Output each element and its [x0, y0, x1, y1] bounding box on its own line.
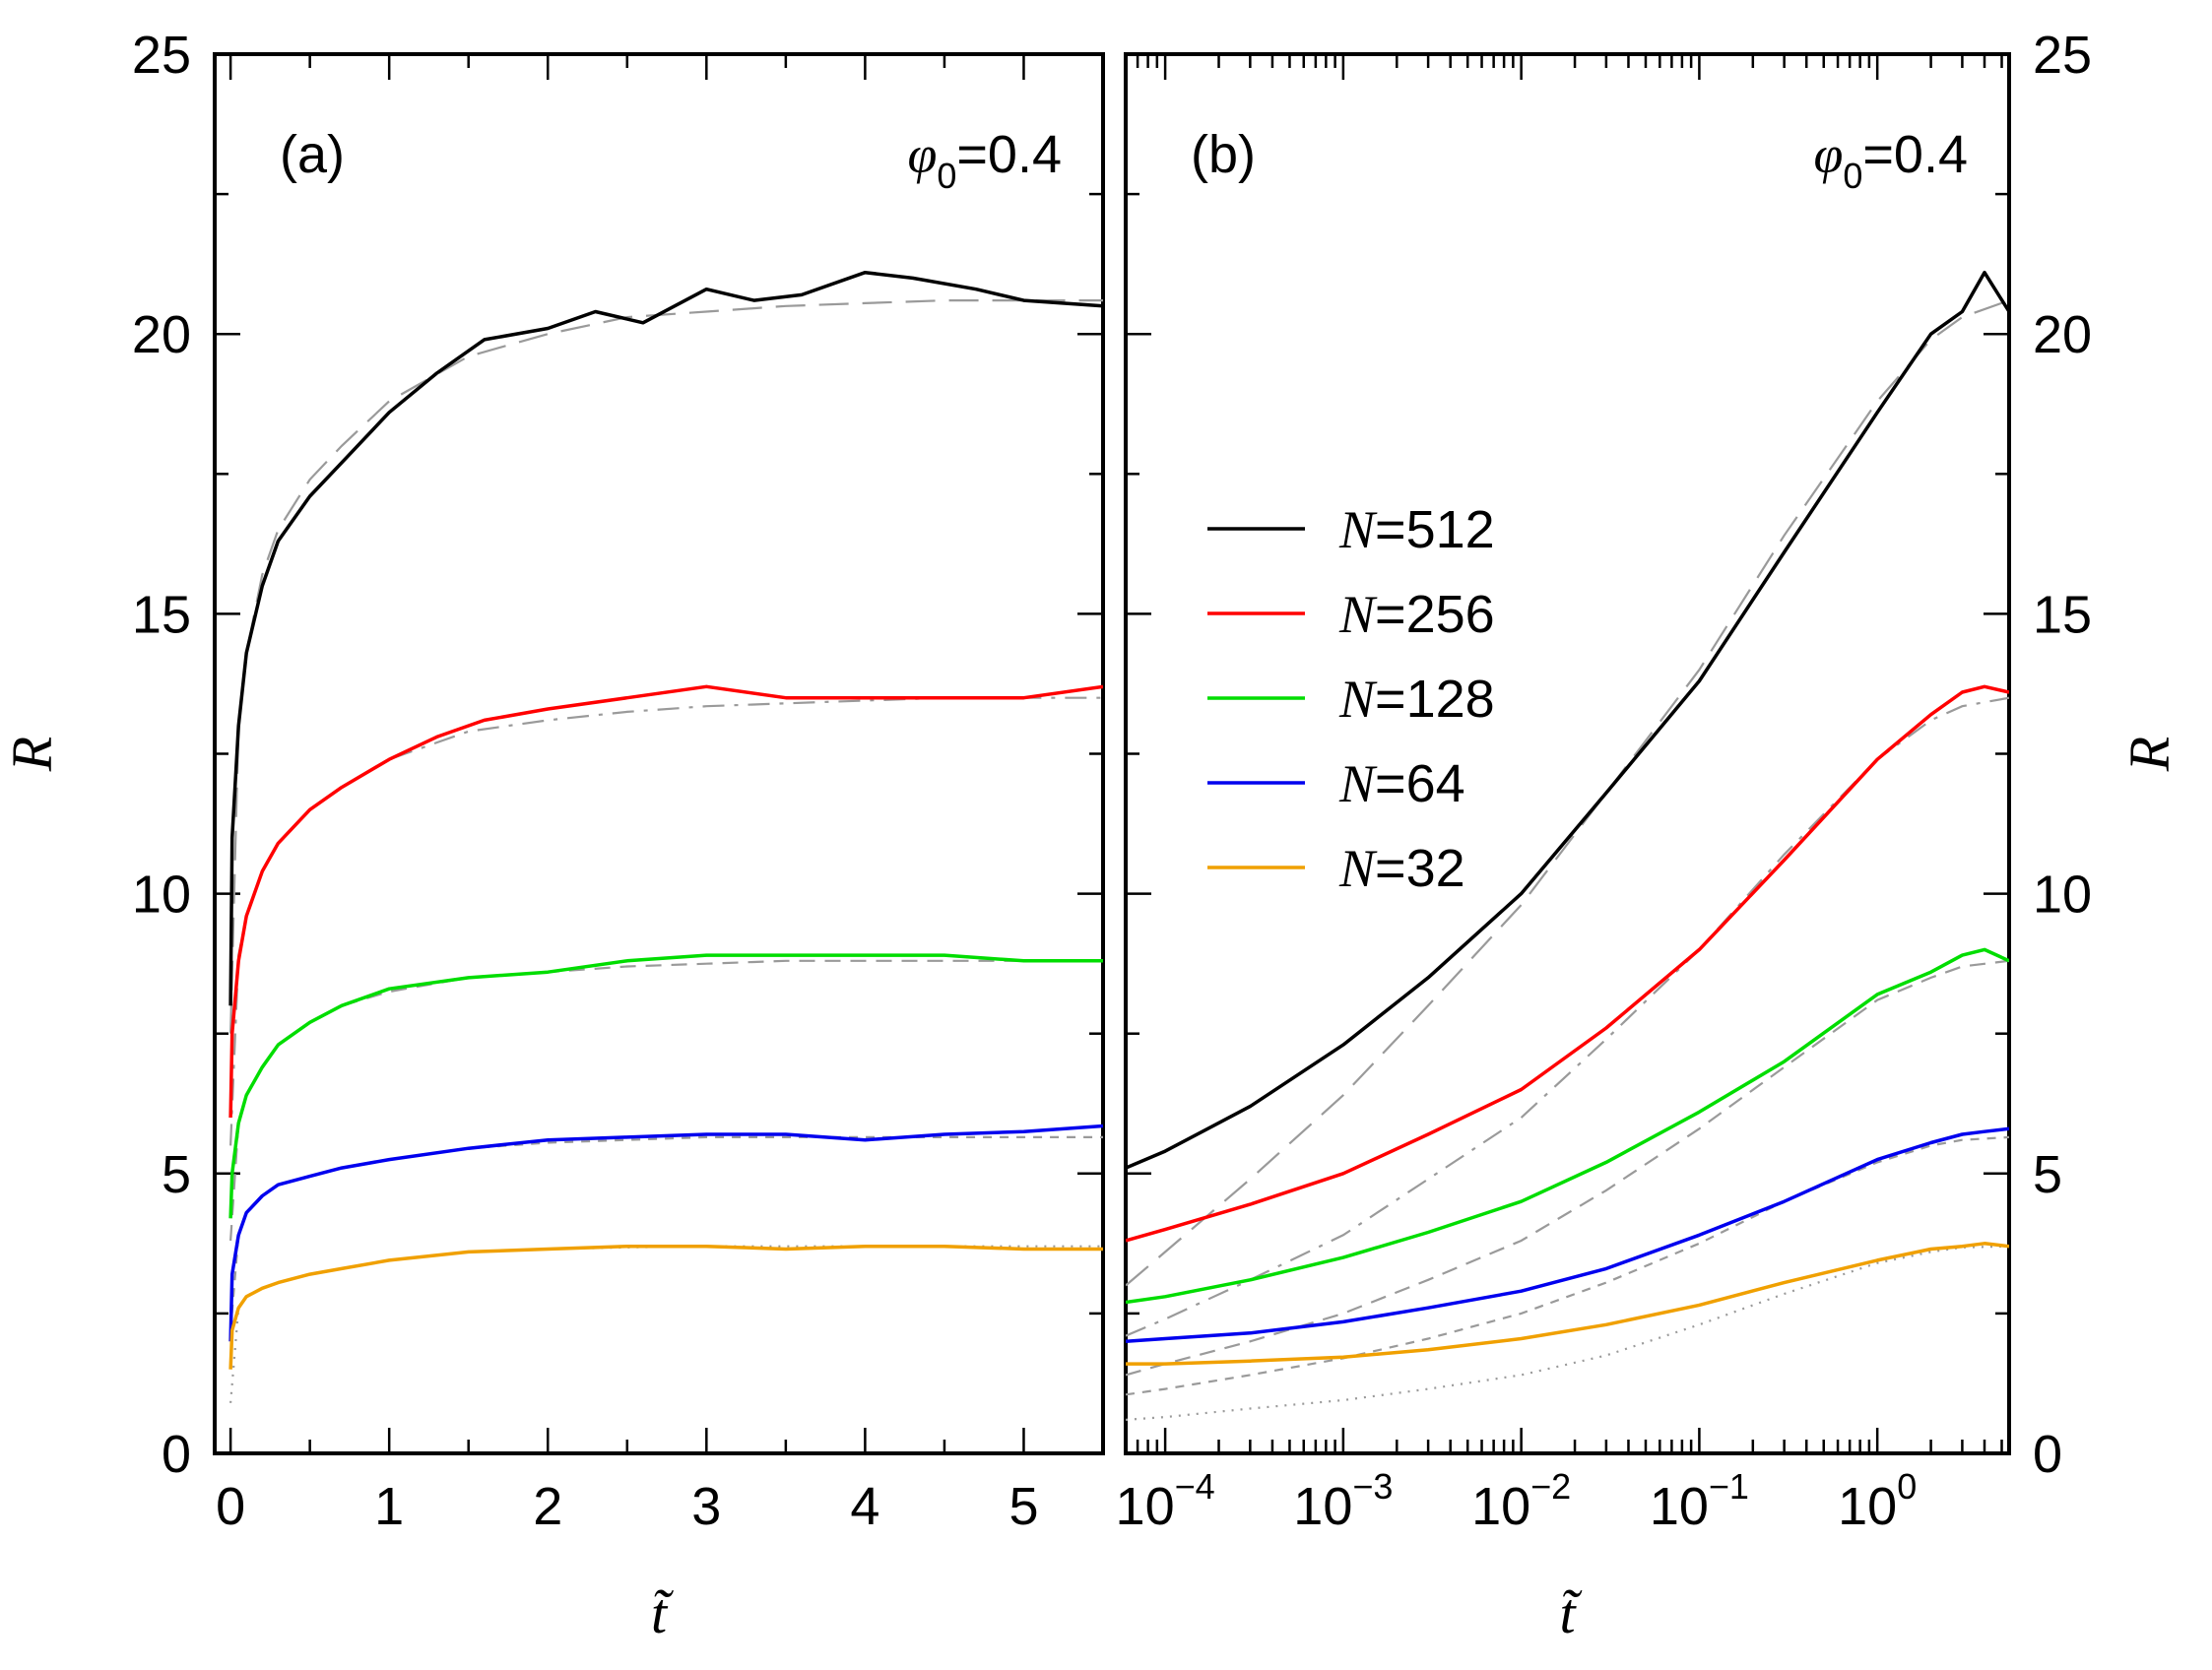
- legend-entry: N=256: [1338, 585, 1495, 644]
- y-tick-label: 15: [2033, 585, 2092, 644]
- y-tick-label: 20: [132, 305, 191, 364]
- legend-entry: N=128: [1338, 670, 1495, 729]
- panel-b: 0 5 10 15 20 25 10−4 10−3 10−2 10−1 100 t̃ R (b) φ0=0.…: [1116, 26, 2181, 1645]
- series-line-n-512: [1126, 270, 2009, 1170]
- x-tick-label: 2: [533, 1477, 562, 1536]
- y-tick-label: 25: [2033, 26, 2092, 85]
- series-line-n-64: [1126, 1126, 2009, 1344]
- panel-a: 0 5 10 15 20 25 0 1 2 3 4 5 t̃ R (a) φ0=0.4: [0, 26, 1105, 1645]
- series-line-n-128: [228, 953, 1103, 1219]
- legend-entry: N=512: [1338, 500, 1495, 559]
- y-tick-label: 0: [162, 1425, 191, 1484]
- y-tick-label: 5: [162, 1145, 191, 1204]
- legend-entry: N=64: [1338, 754, 1465, 813]
- x-tick-label: 10−4: [1116, 1466, 1215, 1536]
- x-tick-label: 5: [1008, 1477, 1038, 1536]
- panel-label: (a): [280, 125, 345, 184]
- x-axis-label: t̃: [651, 1581, 674, 1645]
- plot-area: [228, 270, 1103, 1403]
- x-tick-label: 10−2: [1471, 1466, 1571, 1536]
- x-tick-label: 3: [691, 1477, 721, 1536]
- y-axis-label: R: [0, 737, 64, 772]
- x-tick-label: 1: [374, 1477, 404, 1536]
- y-axis-label: R: [2117, 737, 2181, 772]
- series-line-n-512: [228, 270, 1103, 1006]
- phi-annotation: φ0=0.4: [1813, 125, 1968, 196]
- fit-line-short-dash: [1126, 1135, 2009, 1396]
- y-tick-label: 10: [132, 866, 191, 925]
- phi-annotation: φ0=0.4: [907, 125, 1062, 196]
- series-line-n-32: [1126, 1242, 2009, 1366]
- series-line-n-256: [1126, 684, 2009, 1243]
- legend: N=512 N=256 N=128 N=64 N=32: [1207, 500, 1495, 898]
- y-tick-label: 15: [132, 585, 191, 644]
- fit-line-long-dash: [1126, 299, 2009, 1287]
- fit-line-dash: [1126, 959, 2009, 1377]
- x-tick-label: 10−1: [1650, 1466, 1749, 1536]
- x-tick-label: 0: [216, 1477, 245, 1536]
- series-line-n-128: [1126, 947, 2009, 1305]
- y-tick-label: 25: [132, 26, 191, 85]
- legend-entry: N=32: [1338, 839, 1465, 898]
- series-line-n-256: [228, 684, 1103, 1119]
- fit-line-long-dash: [229, 299, 1103, 1034]
- panel-label: (b): [1191, 125, 1256, 184]
- x-tick-label: 4: [850, 1477, 879, 1536]
- y-tick-label: 5: [2033, 1145, 2062, 1204]
- fit-line-dash-dot: [229, 696, 1103, 1146]
- x-tick-label: 10−3: [1293, 1466, 1393, 1536]
- plot-frame: [1124, 52, 2011, 1455]
- x-axis-label: t̃: [1559, 1581, 1582, 1645]
- series-line-n-64: [228, 1124, 1103, 1342]
- series-line-n-32: [228, 1244, 1103, 1370]
- y-tick-label: 0: [2033, 1425, 2062, 1484]
- y-tick-label: 20: [2033, 305, 2092, 364]
- fit-line-dot: [1126, 1245, 2009, 1421]
- y-tick-label: 10: [2033, 866, 2092, 925]
- plot-frame: [213, 52, 1105, 1455]
- plot-area: [1126, 270, 2009, 1421]
- fit-line-dash-dot: [1126, 696, 2009, 1337]
- x-tick-label: 100: [1838, 1466, 1917, 1536]
- fit-line-dash: [229, 959, 1103, 1242]
- fit-line-dot: [229, 1245, 1103, 1403]
